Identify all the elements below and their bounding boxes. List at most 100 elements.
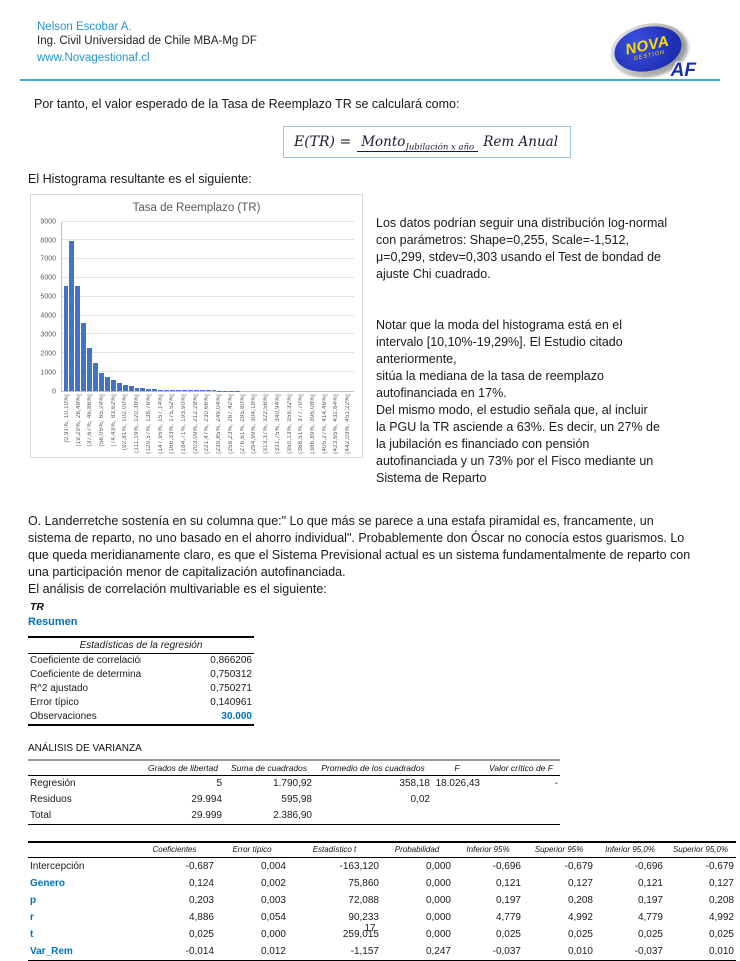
x-axis-tick-label: (350,13%, 359,32%] bbox=[284, 394, 296, 466]
histogram-bars bbox=[62, 222, 354, 391]
histogram-bar bbox=[81, 323, 86, 391]
x-axis-tick-label: (37,67%, 46,86%] bbox=[84, 394, 96, 466]
cell-value: 0,000 bbox=[381, 892, 453, 909]
row-label: Intercepción bbox=[28, 857, 133, 875]
x-axis-tick-label: (405,27%, 414,46%] bbox=[319, 394, 331, 466]
x-axis-tick-label: (221,47%, 230,66%] bbox=[202, 394, 214, 466]
stat-value: 0,140961 bbox=[141, 696, 254, 710]
page-number: 17 bbox=[0, 923, 740, 934]
formula-fraction: MontoJubilación x año Rem Anual bbox=[357, 131, 558, 153]
company-logo: NOVA GESTION AF bbox=[604, 22, 696, 82]
histogram-bar bbox=[87, 348, 92, 390]
x-axis-tick-label: (258,23%, 267,42%] bbox=[225, 394, 237, 466]
cell-value: 5 bbox=[142, 775, 224, 792]
cell-value: 0,197 bbox=[453, 892, 523, 909]
side-paragraph-distribution: Los datos podrían seguir una distribució… bbox=[376, 215, 706, 283]
y-axis-tick-label: 1000 bbox=[40, 369, 56, 376]
histogram-bar bbox=[140, 388, 145, 390]
histogram-intro-text: El Histograma resultante es el siguiente… bbox=[28, 171, 720, 188]
cell-value bbox=[482, 808, 560, 825]
column-header: Inferior 95,0% bbox=[595, 842, 665, 858]
cell-value bbox=[432, 808, 482, 825]
y-axis-tick-label: 2000 bbox=[40, 350, 56, 357]
cell-value: 0,127 bbox=[523, 875, 595, 892]
cell-value: 0,208 bbox=[523, 892, 595, 909]
histogram-plot bbox=[61, 222, 354, 392]
column-header: Promedio de los cuadrados bbox=[314, 760, 432, 776]
stat-label: Error típico bbox=[28, 696, 141, 710]
column-header: Error típico bbox=[216, 842, 288, 858]
intro-text: Por tanto, el valor esperado de la Tasa … bbox=[34, 96, 720, 113]
cell-value: 0,197 bbox=[595, 892, 665, 909]
column-header: Suma de cuadrados bbox=[224, 760, 314, 776]
cell-value: 18.026,43 bbox=[432, 775, 482, 792]
chart-title: Tasa de Reemplazo (TR) bbox=[31, 202, 362, 214]
histogram-bar bbox=[93, 363, 98, 391]
histogram-bar bbox=[99, 373, 104, 391]
stat-label: Coeficiente de correlación múltiple bbox=[28, 653, 141, 668]
histogram-bar bbox=[170, 390, 175, 391]
histogram-bar bbox=[111, 380, 116, 391]
website-link[interactable]: www.Novagestionaf.cl bbox=[37, 51, 150, 65]
histogram-bar bbox=[164, 390, 169, 391]
histogram-bar bbox=[64, 286, 69, 391]
cell-value: 595,98 bbox=[224, 792, 314, 808]
cell-value bbox=[482, 792, 560, 808]
column-header: Grados de libertad bbox=[142, 760, 224, 776]
cell-value: 75,860 bbox=[288, 875, 381, 892]
cell-value: -0,687 bbox=[133, 857, 216, 875]
y-axis-tick-label: 4000 bbox=[40, 313, 56, 320]
cell-value: -0,696 bbox=[453, 857, 523, 875]
cell-value: 1.790,92 bbox=[224, 775, 314, 792]
cell-value: 0,003 bbox=[216, 892, 288, 909]
logo-text-af: AF bbox=[671, 60, 696, 82]
histogram-bar bbox=[129, 386, 134, 390]
stat-label: Observaciones bbox=[28, 710, 141, 725]
formula-container: E(TR) = MontoJubilación x año Rem Anual bbox=[283, 126, 740, 158]
cell-value: 0,203 bbox=[133, 892, 216, 909]
column-header bbox=[28, 760, 142, 776]
histogram-bar bbox=[135, 388, 140, 391]
x-axis-tick-label: (276,61%, 285,80%] bbox=[237, 394, 249, 466]
formula-denominator: Rem Anual bbox=[483, 133, 558, 150]
cell-value: -0,679 bbox=[523, 857, 595, 875]
cell-value: 0,208 bbox=[665, 892, 736, 909]
cell-value: 29.999 bbox=[142, 808, 224, 825]
histogram-bar bbox=[123, 385, 128, 391]
x-axis-tick-label: (19,29%, 28,48%] bbox=[73, 394, 85, 466]
stat-value: 0,866206 bbox=[141, 653, 254, 668]
x-axis-tick-label: (56,05%, 65,24%] bbox=[96, 394, 108, 466]
x-axis-tick-label: (386,89%, 396,08%] bbox=[307, 394, 319, 466]
stat-value: 0,750271 bbox=[141, 682, 254, 696]
column-header: Superior 95% bbox=[523, 842, 595, 858]
table-row: Coeficiente de correlación múltiple0,866… bbox=[28, 653, 254, 668]
y-axis-tick-label: 0 bbox=[52, 388, 56, 395]
resumen-label: Resumen bbox=[28, 615, 740, 629]
column-header: Probabilidad bbox=[381, 842, 453, 858]
tr-label: TR bbox=[30, 600, 740, 614]
stat-label: Coeficiente de determinación R^2 bbox=[28, 668, 141, 682]
cell-value: 0,121 bbox=[595, 875, 665, 892]
anova-title: ANÁLISIS DE VARIANZA bbox=[28, 743, 740, 754]
x-axis-tick-label: (368,51%, 377,70%] bbox=[295, 394, 307, 466]
column-header: Inferior 95% bbox=[453, 842, 523, 858]
cell-value bbox=[432, 792, 482, 808]
column-header: F bbox=[432, 760, 482, 776]
histogram-bar bbox=[117, 383, 122, 391]
row-label: Regresión bbox=[28, 775, 142, 792]
row-label: p bbox=[28, 892, 133, 909]
y-axis-tick-label: 6000 bbox=[40, 275, 56, 282]
x-axis-tick-label: (147,95%, 157,14%] bbox=[155, 394, 167, 466]
